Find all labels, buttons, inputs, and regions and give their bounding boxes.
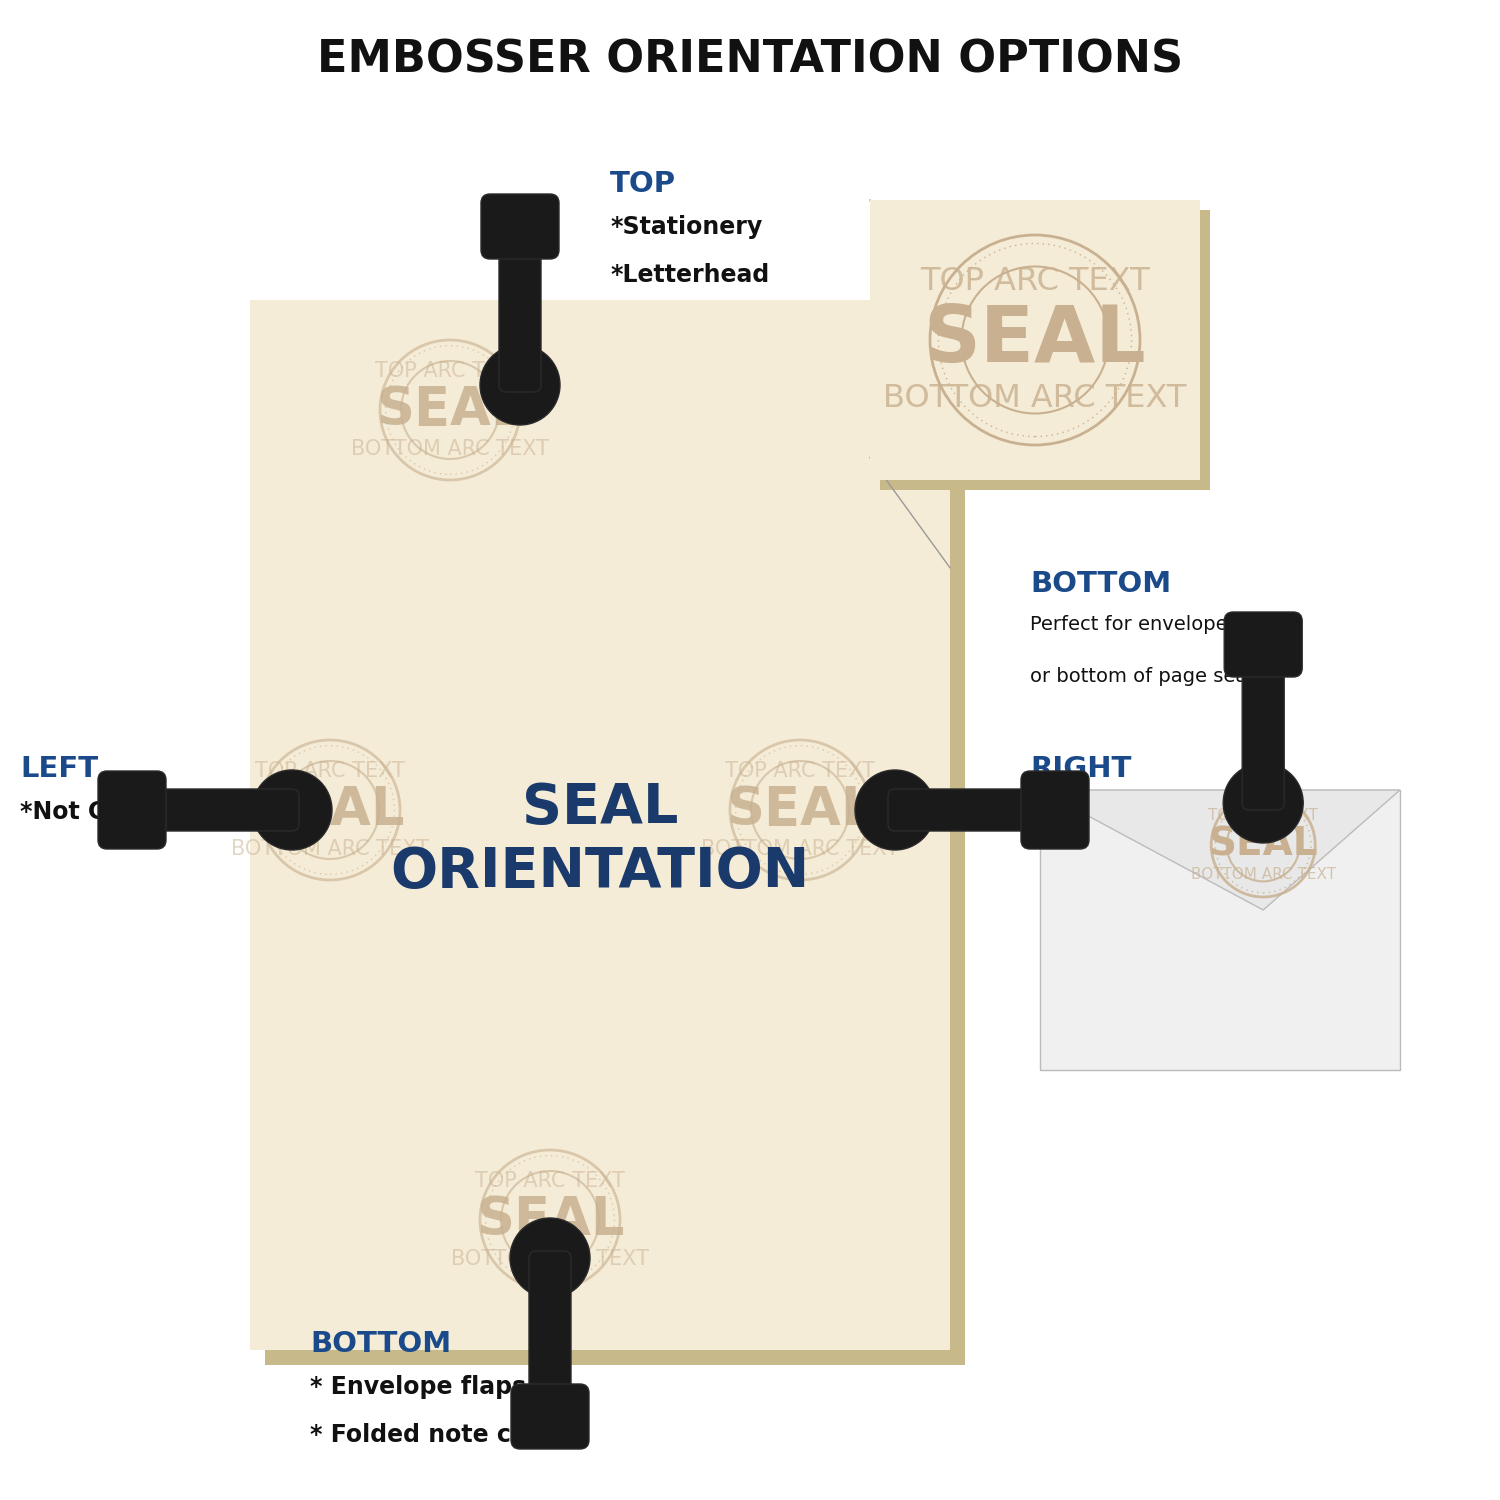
FancyBboxPatch shape — [1224, 612, 1302, 676]
Text: TOP ARC TEXT: TOP ARC TEXT — [255, 760, 405, 782]
Text: BOTTOM ARC TEXT: BOTTOM ARC TEXT — [452, 1250, 650, 1269]
Text: BOTTOM ARC TEXT: BOTTOM ARC TEXT — [884, 384, 1186, 414]
Text: RIGHT: RIGHT — [1030, 754, 1131, 783]
Text: LEFT: LEFT — [20, 754, 98, 783]
FancyBboxPatch shape — [1242, 640, 1284, 810]
Text: EMBOSSER ORIENTATION OPTIONS: EMBOSSER ORIENTATION OPTIONS — [316, 39, 1184, 81]
FancyBboxPatch shape — [1040, 790, 1400, 1070]
Circle shape — [510, 1218, 590, 1298]
FancyBboxPatch shape — [512, 1384, 590, 1449]
Text: *Letterhead: *Letterhead — [610, 262, 770, 286]
Text: or bottom of page seals: or bottom of page seals — [1030, 668, 1263, 686]
Text: TOP ARC TEXT: TOP ARC TEXT — [1209, 808, 1318, 824]
FancyBboxPatch shape — [500, 224, 542, 392]
Text: SEAL: SEAL — [375, 384, 525, 436]
FancyBboxPatch shape — [482, 194, 560, 260]
Text: BOTTOM ARC TEXT: BOTTOM ARC TEXT — [231, 839, 429, 860]
Text: BOTTOM ARC TEXT: BOTTOM ARC TEXT — [1191, 867, 1336, 882]
FancyBboxPatch shape — [870, 200, 1200, 480]
Circle shape — [252, 770, 332, 850]
Text: *Not Common: *Not Common — [20, 800, 204, 824]
Circle shape — [480, 345, 560, 424]
Text: SEAL
ORIENTATION: SEAL ORIENTATION — [390, 780, 810, 900]
Text: TOP: TOP — [610, 170, 676, 198]
FancyBboxPatch shape — [98, 771, 166, 849]
Text: TOP ARC TEXT: TOP ARC TEXT — [375, 362, 525, 381]
FancyBboxPatch shape — [530, 1251, 572, 1420]
Text: Perfect for envelope flaps: Perfect for envelope flaps — [1030, 615, 1281, 634]
FancyBboxPatch shape — [130, 789, 298, 831]
Text: * Book page: * Book page — [1030, 800, 1191, 824]
Text: TOP ARC TEXT: TOP ARC TEXT — [476, 1172, 626, 1191]
Circle shape — [855, 770, 934, 850]
Polygon shape — [1040, 790, 1400, 910]
Text: *Stationery: *Stationery — [610, 214, 762, 238]
Text: BOTTOM: BOTTOM — [310, 1330, 452, 1358]
FancyBboxPatch shape — [266, 315, 964, 1365]
Text: SEAL: SEAL — [1209, 827, 1318, 864]
Text: SEAL: SEAL — [255, 784, 405, 836]
Text: * Folded note cards: * Folded note cards — [310, 1424, 570, 1448]
Text: TOP ARC TEXT: TOP ARC TEXT — [920, 266, 1150, 297]
Text: BOTTOM: BOTTOM — [1030, 570, 1172, 598]
Text: SEAL: SEAL — [726, 784, 874, 836]
FancyBboxPatch shape — [880, 210, 1210, 490]
Text: BOTTOM ARC TEXT: BOTTOM ARC TEXT — [700, 839, 898, 860]
Text: * Envelope flaps: * Envelope flaps — [310, 1376, 526, 1400]
Text: BOTTOM ARC TEXT: BOTTOM ARC TEXT — [351, 440, 549, 459]
Circle shape — [1222, 764, 1304, 843]
Text: TOP ARC TEXT: TOP ARC TEXT — [724, 760, 874, 782]
FancyBboxPatch shape — [1022, 771, 1089, 849]
Text: SEAL: SEAL — [924, 302, 1146, 378]
Text: SEAL: SEAL — [476, 1194, 624, 1246]
FancyBboxPatch shape — [888, 789, 1058, 831]
FancyBboxPatch shape — [251, 300, 950, 1350]
